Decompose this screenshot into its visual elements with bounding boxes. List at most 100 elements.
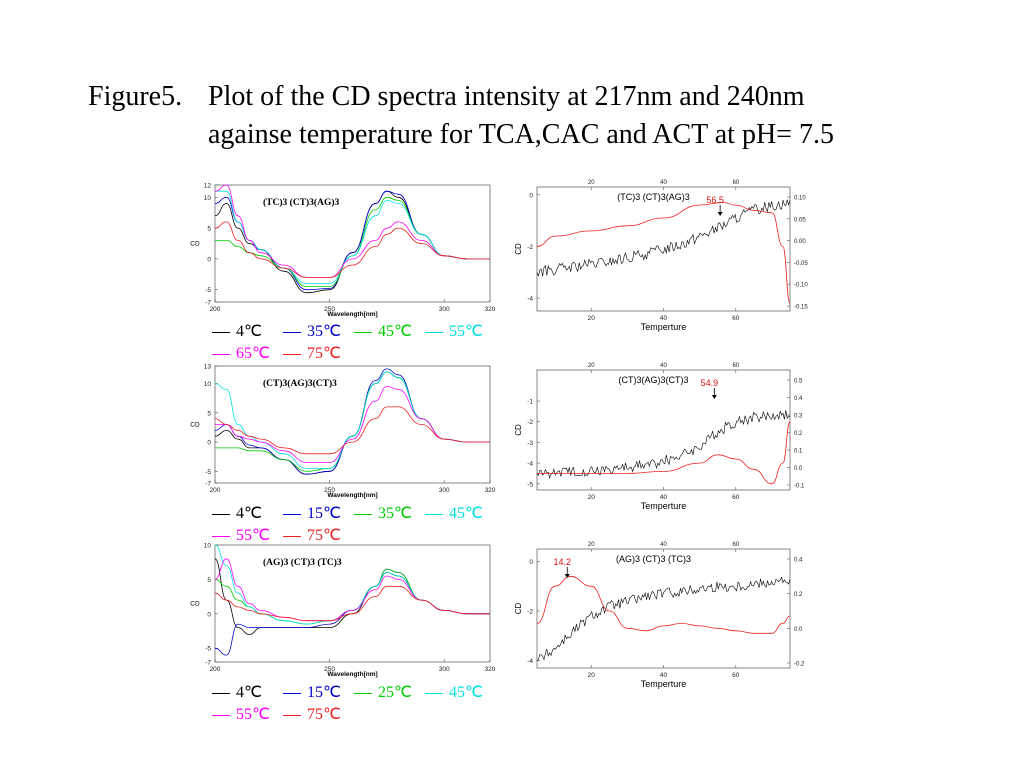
legend-swatch (212, 692, 230, 694)
legend-item: 4℃ (212, 321, 262, 341)
plot-frame (536, 369, 791, 491)
legend-label: 75℃ (307, 345, 341, 362)
plot-title: (CT)3(AG)3(CT)3 (619, 375, 689, 385)
x-tick-label: 300 (439, 306, 450, 313)
x-axis-label: Temperture (641, 679, 687, 689)
x-tick-label: 20 (588, 494, 596, 501)
x-tick-label: 320 (485, 666, 496, 673)
y-tick-label: -4 (527, 296, 533, 303)
y-axis-label: CD (514, 424, 523, 436)
legend-label: 25℃ (378, 684, 412, 701)
y2-tick-label: -0.2 (794, 662, 805, 668)
y-axis-label: CD (190, 422, 200, 429)
series-line (536, 421, 791, 485)
y-tick-label: -4 (527, 461, 533, 468)
series-line (214, 371, 490, 469)
legend-swatch (212, 353, 230, 355)
legend-item: 15℃ (283, 682, 341, 702)
legend-label: 4℃ (236, 684, 262, 701)
legend-label: 4℃ (236, 505, 262, 522)
legend-item: 15℃ (283, 503, 341, 523)
y-tick-label: 0 (529, 192, 533, 199)
legend-item: 4℃ (212, 682, 262, 702)
plot-title: (AG)3 (CT)3 (TC)3 (263, 557, 342, 568)
x-top-tick-label: 40 (660, 542, 667, 548)
x-tick-label: 40 (660, 672, 668, 679)
legend-item: 45℃ (354, 321, 412, 341)
legend-label: 45℃ (449, 505, 483, 522)
legend-item: 4℃ (212, 503, 262, 523)
x-tick-label: 20 (588, 672, 596, 679)
figure-number: Figure5. (88, 81, 183, 112)
figure-title: Figure5. Plot of the CD spectra intensity… (88, 78, 1008, 154)
annotation-arrowhead (711, 395, 717, 399)
y-tick-label: 10 (204, 195, 212, 202)
y-tick-label: -7 (205, 481, 211, 488)
y-tick-label: 12 (204, 183, 212, 190)
x-tick-label: 320 (485, 487, 496, 494)
y-tick-label: -5 (205, 469, 211, 476)
y2-tick-label: 0.05 (794, 217, 806, 223)
plot-frame (214, 184, 491, 303)
y2-tick-label: 0.10 (794, 196, 806, 202)
y2-tick-label: 0.0 (794, 627, 803, 633)
legend-label: 45℃ (449, 684, 483, 701)
y-tick-label: 5 (207, 226, 211, 233)
y-tick-label: -7 (205, 300, 211, 307)
legend-label: 35℃ (378, 505, 412, 522)
x-top-tick-label: 20 (588, 180, 595, 186)
y2-tick-label: 0.5 (794, 379, 803, 385)
series-line (214, 368, 490, 475)
y-axis-label: CD (190, 601, 200, 608)
y-tick-label: -1 (527, 399, 533, 406)
y-tick-label: 0 (529, 559, 533, 566)
legend-label: 55℃ (236, 527, 270, 544)
legend-label: 15℃ (307, 505, 341, 522)
series-line (215, 190, 490, 284)
legend-label: 15℃ (307, 684, 341, 701)
legend-swatch (212, 331, 230, 333)
plot-frame (214, 544, 491, 663)
plot-title: (AG)3 (CT)3 (TC)3 (616, 554, 691, 564)
y-axis-label: CD (514, 603, 523, 615)
x-tick-label: 40 (660, 494, 668, 501)
y2-tick-label: 0.1 (794, 449, 803, 455)
y-tick-label: -2 (527, 419, 533, 426)
y-tick-label: -4 (527, 658, 533, 665)
series-line (214, 544, 490, 625)
series-line (214, 371, 490, 475)
x-top-tick-label: 20 (588, 542, 595, 548)
series-line (214, 221, 490, 278)
x-tick-label: 300 (439, 487, 450, 494)
legend-item: 35℃ (283, 321, 341, 341)
y2-tick-label: 0.00 (794, 239, 806, 245)
x-axis-label: Wavelength[nm] (327, 671, 377, 678)
x-top-tick-label: 60 (732, 542, 739, 548)
x-tick-label: 200 (210, 306, 221, 313)
title-line-2: againse temperature for TCA,CAC and ACT … (208, 119, 834, 150)
y-tick-label: -5 (205, 287, 211, 294)
x-tick-label: 320 (485, 306, 496, 313)
y-tick-label: 10 (204, 543, 212, 550)
x-top-tick-label: 60 (732, 180, 739, 186)
y2-tick-label: -0.15 (794, 305, 808, 311)
y-tick-label: 5 (207, 577, 211, 584)
legend-swatch (283, 535, 301, 537)
series-line (215, 196, 490, 287)
y-tick-label: 5 (207, 410, 211, 417)
annotation-arrowhead (564, 574, 570, 578)
y2-tick-label: 0.4 (794, 396, 803, 402)
legend-swatch (283, 692, 301, 694)
y2-tick-label: 0.4 (794, 558, 803, 564)
y-tick-label: -7 (205, 660, 211, 667)
y-tick-label: 0 (207, 611, 211, 618)
x-tick-label: 250 (324, 487, 335, 494)
legend-swatch (212, 535, 230, 537)
legend-swatch (283, 714, 301, 716)
legend-swatch (425, 513, 443, 515)
legend-item: 75℃ (283, 704, 341, 724)
x-tick-label: 40 (660, 315, 668, 322)
x-tick-label: 200 (210, 666, 221, 673)
legend-label: 35℃ (307, 323, 341, 340)
